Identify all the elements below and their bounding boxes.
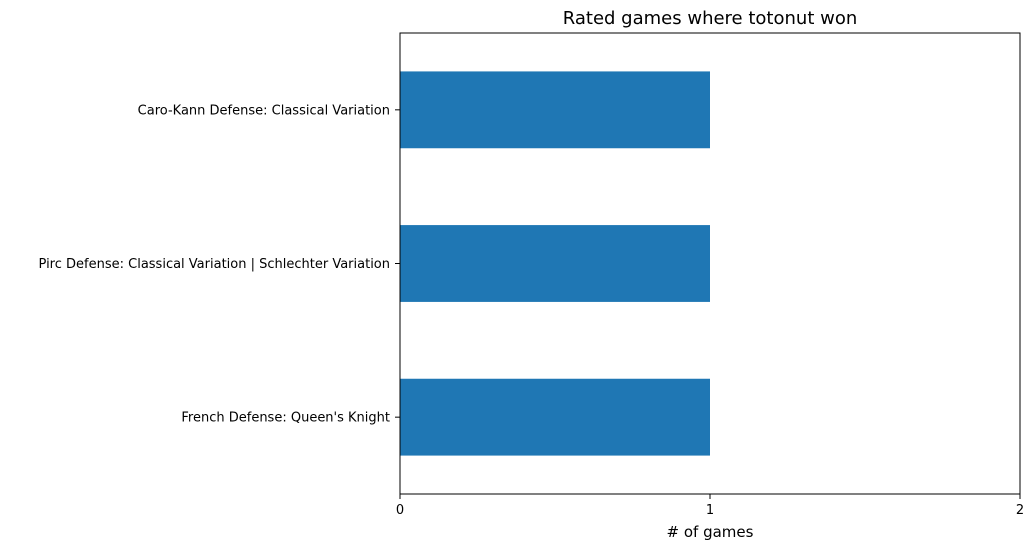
y-tick-label: French Defense: Queen's Knight xyxy=(181,411,390,426)
bar xyxy=(400,225,710,302)
x-axis-label: # of games xyxy=(667,523,754,541)
x-tick-label: 1 xyxy=(706,503,714,518)
y-axis-ticks: Caro-Kann Defense: Classical Variation Pi… xyxy=(39,103,400,426)
bar xyxy=(400,71,710,149)
y-tick-label: Caro-Kann Defense: Classical Variation xyxy=(138,103,390,118)
x-tick-label: 0 xyxy=(396,503,404,518)
chart-title: Rated games where totonut won xyxy=(563,8,857,29)
bars-group xyxy=(400,71,710,456)
x-axis-ticks: 0 1 2 xyxy=(396,494,1024,518)
y-tick-label: Pirc Defense: Classical Variation | Schl… xyxy=(39,257,390,272)
bar xyxy=(400,378,710,456)
x-tick-label: 2 xyxy=(1016,503,1024,518)
